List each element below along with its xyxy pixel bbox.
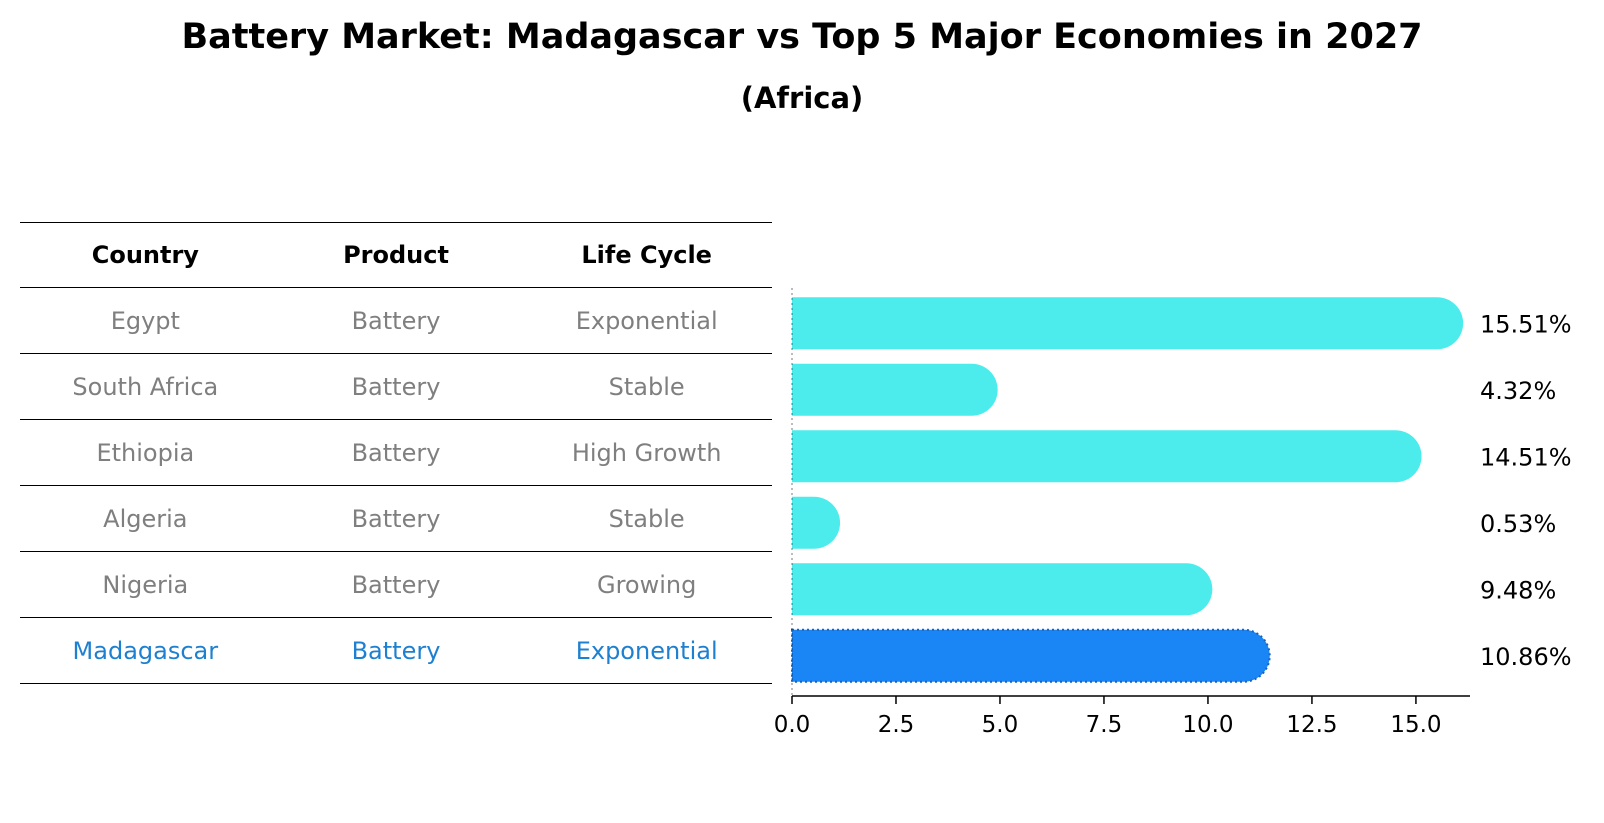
country-table: Country Product Life Cycle Egypt Battery…: [20, 222, 772, 684]
value-label: 14.51%: [1480, 443, 1572, 471]
product-cell: Battery: [351, 438, 441, 467]
life-cycle-cell: Stable: [608, 372, 685, 401]
x-tick-label: 7.5: [1086, 712, 1123, 738]
chart-title: Battery Market: Madagascar vs Top 5 Majo…: [181, 17, 1423, 57]
product-cell: Battery: [351, 570, 441, 599]
value-label: 15.51%: [1480, 310, 1572, 338]
value-label: 9.48%: [1480, 576, 1556, 604]
country-cell: Ethiopia: [96, 438, 195, 467]
country-cell: Egypt: [110, 306, 180, 335]
life-cycle-cell: Exponential: [575, 306, 718, 335]
value-label: 0.53%: [1480, 510, 1556, 538]
table-row: Nigeria Battery Growing: [20, 552, 772, 618]
table-row-highlighted: Madagascar Battery Exponential: [20, 618, 772, 684]
x-tick-label: 10.0: [1182, 712, 1233, 738]
header-life-cycle: Life Cycle: [581, 241, 712, 269]
life-cycle-cell: High Growth: [571, 438, 722, 467]
bar: [792, 563, 1213, 616]
table-row: Algeria Battery Stable: [20, 486, 772, 552]
country-cell: Algeria: [103, 504, 188, 533]
life-cycle-cell: Growing: [596, 570, 697, 599]
value-label: 10.86%: [1480, 643, 1572, 671]
header-country: Country: [91, 241, 199, 269]
country-cell: Madagascar: [72, 636, 219, 665]
bar: [792, 496, 841, 549]
product-cell: Battery: [351, 636, 441, 665]
bar-highlighted: [791, 628, 1271, 683]
table-row: Egypt Battery Exponential: [20, 288, 772, 354]
bar: [792, 363, 998, 416]
table-header-row: Country Product Life Cycle: [20, 222, 772, 288]
country-cell: South Africa: [72, 372, 219, 401]
x-tick-label: 0.0: [774, 712, 811, 738]
chart-subtitle: (Africa): [740, 81, 864, 115]
header-product: Product: [343, 241, 449, 269]
x-tick-label: 2.5: [878, 712, 915, 738]
product-cell: Battery: [351, 372, 441, 401]
bar: [792, 297, 1464, 350]
value-label: 4.32%: [1480, 377, 1556, 405]
x-tick-label: 12.5: [1286, 712, 1337, 738]
product-cell: Battery: [351, 306, 441, 335]
product-cell: Battery: [351, 504, 441, 533]
x-tick-label: 5.0: [982, 712, 1019, 738]
life-cycle-cell: Exponential: [575, 636, 718, 665]
x-tick-label: 15.0: [1390, 712, 1441, 738]
bar: [792, 430, 1422, 483]
table-row: South Africa Battery Stable: [20, 354, 772, 420]
country-cell: Nigeria: [102, 570, 189, 599]
life-cycle-cell: Stable: [608, 504, 685, 533]
table-row: Ethiopia Battery High Growth: [20, 420, 772, 486]
